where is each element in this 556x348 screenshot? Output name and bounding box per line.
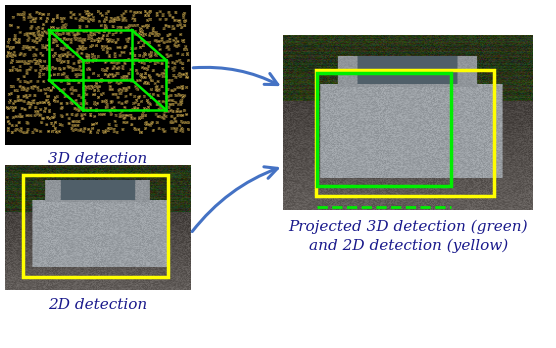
Bar <box>315 70 494 196</box>
Text: Projected 3D detection (green)
and 2D detection (yellow): Projected 3D detection (green) and 2D de… <box>289 220 528 253</box>
Bar <box>23 175 168 277</box>
Text: 3D detection: 3D detection <box>48 152 147 166</box>
Bar <box>317 73 451 186</box>
Text: 2D detection: 2D detection <box>48 298 147 312</box>
